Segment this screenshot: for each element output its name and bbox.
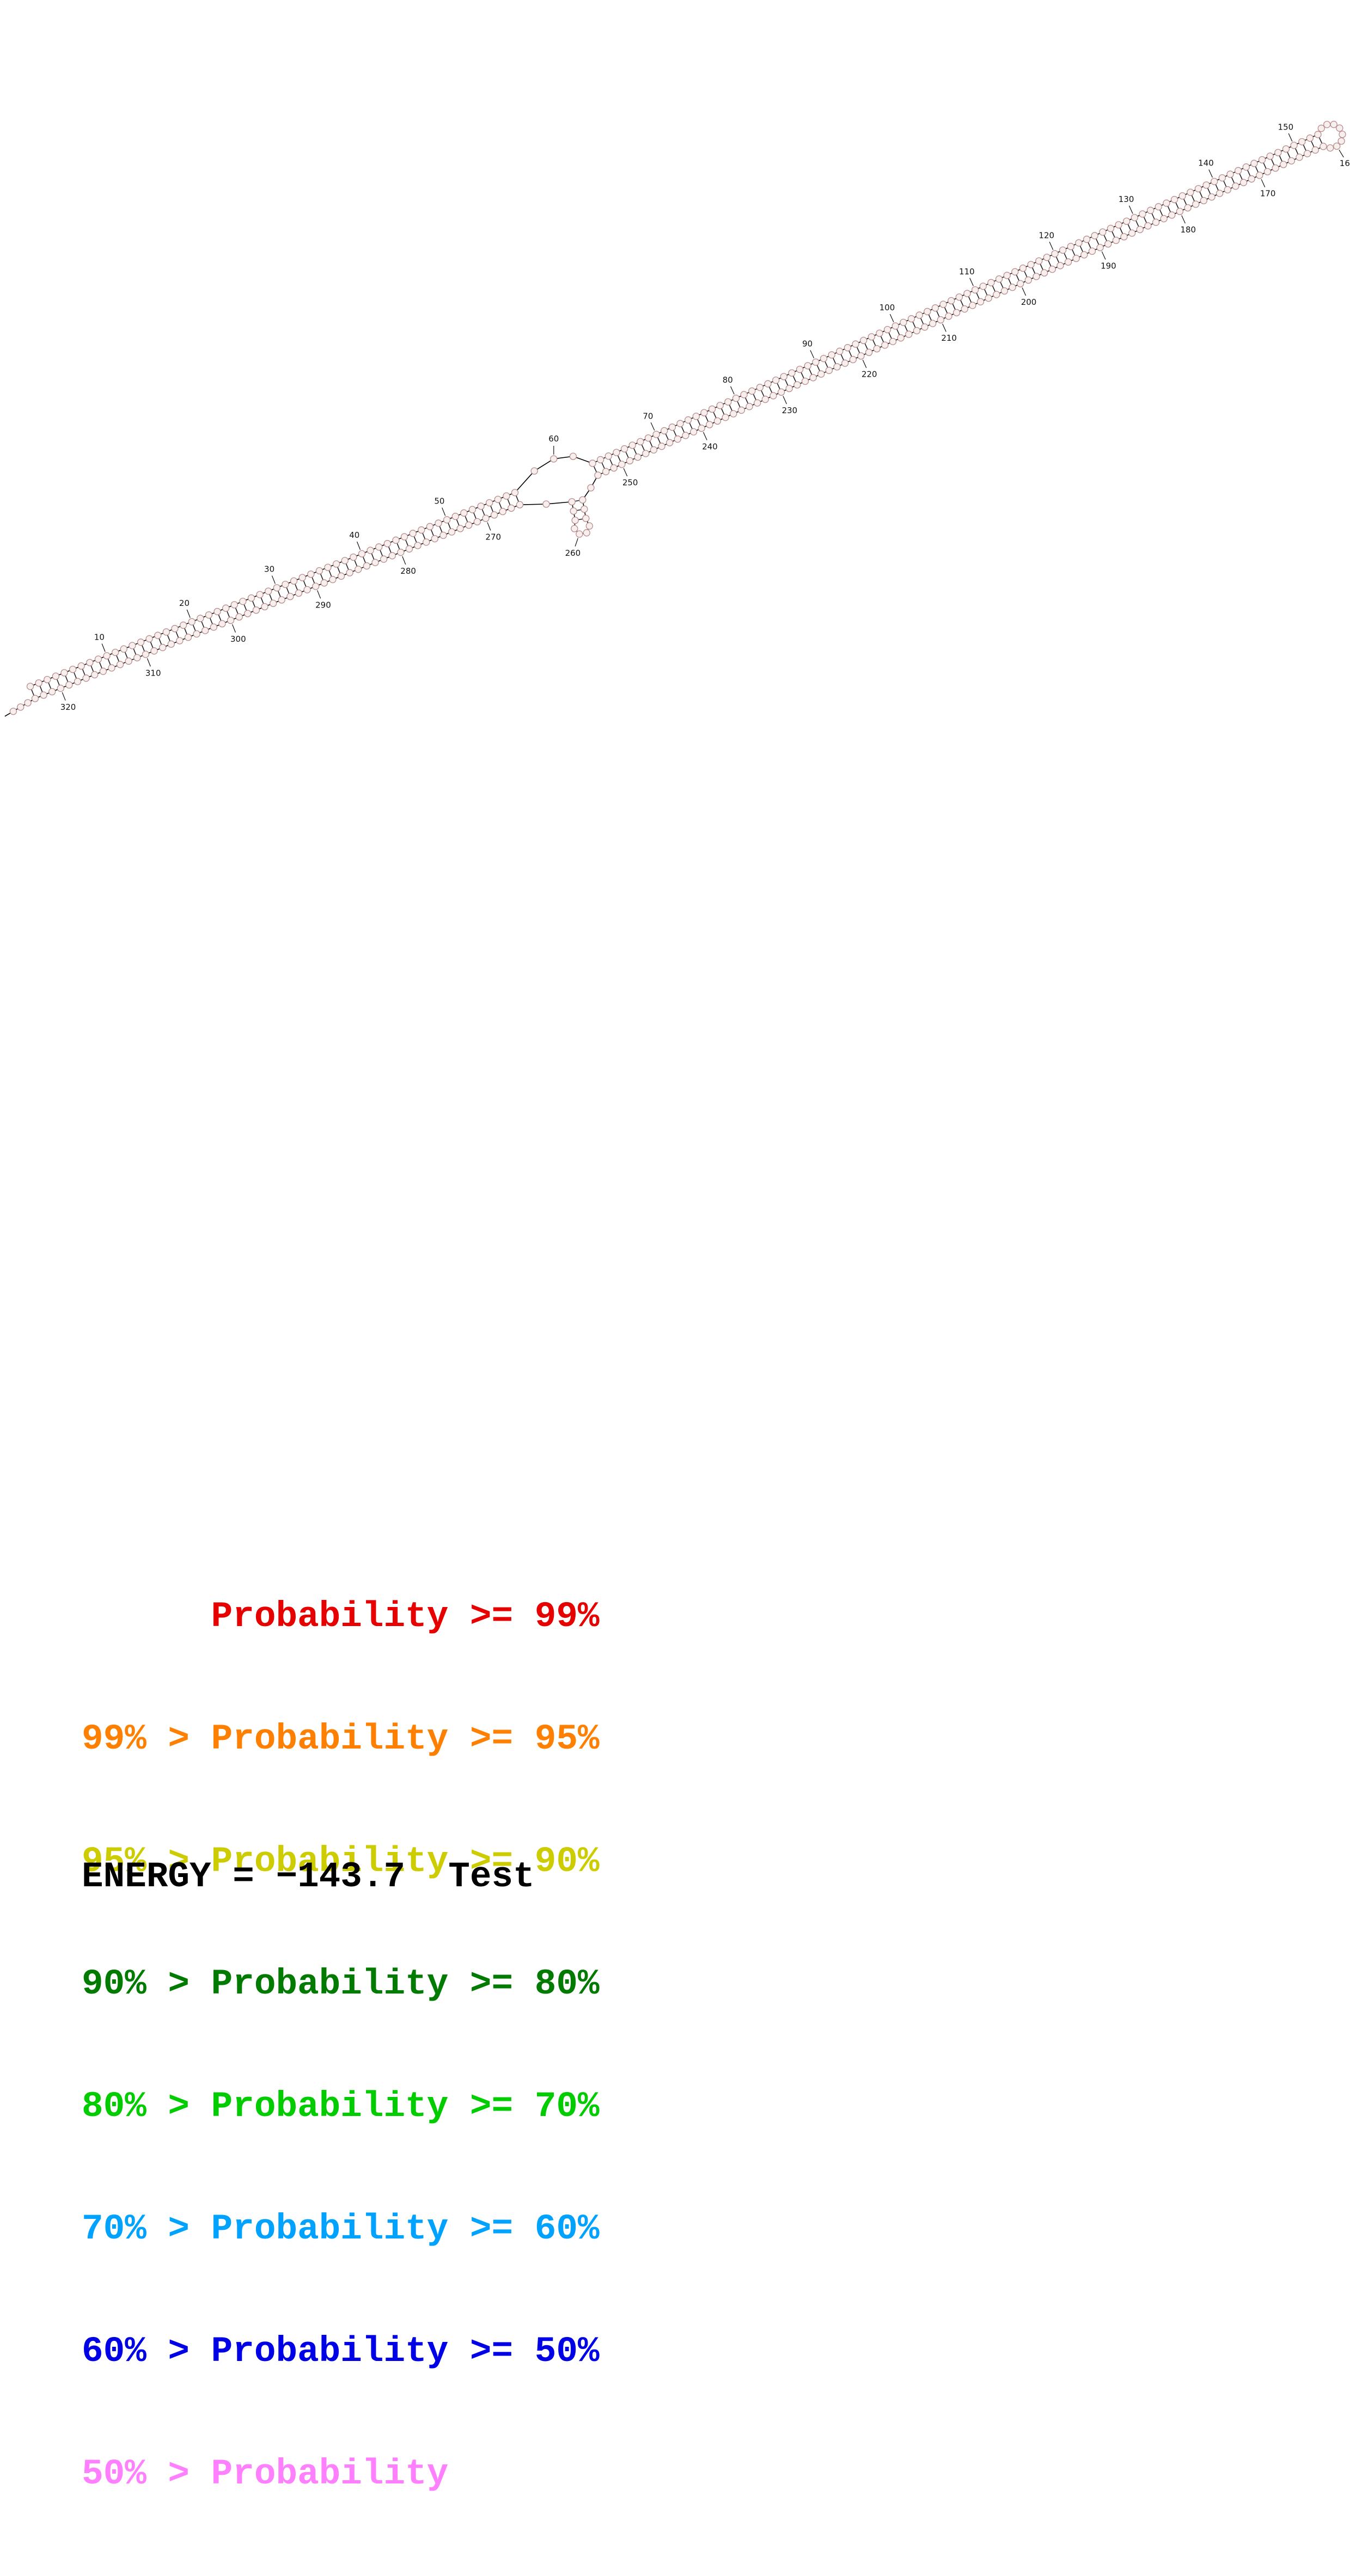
nucleotide-position-label: 120 bbox=[1039, 230, 1054, 240]
legend-line-7: 60% > Probability >= 50% bbox=[82, 2331, 600, 2372]
nucleotide-position-label: 300 bbox=[230, 634, 246, 644]
nucleotide-position-label: 290 bbox=[315, 600, 331, 610]
nucleotide-position-label: 260 bbox=[565, 548, 581, 558]
nucleotide-position-label: 250 bbox=[622, 478, 638, 488]
legend-line-5: 80% > Probability >= 70% bbox=[82, 2086, 600, 2127]
position-label-layer: 10 20 30 40 50 60 70 80 90 100 110 120 130 140 150 160 1… bbox=[60, 122, 1350, 712]
energy-label: ENERGY = −143.7 Test bbox=[82, 1856, 535, 1897]
nucleotide-position-label: 200 bbox=[1021, 297, 1037, 307]
legend-line-6: 70% > Probability >= 60% bbox=[82, 2209, 600, 2249]
nucleotide-position-label: 150 bbox=[1278, 122, 1294, 132]
nucleotide-position-label: 320 bbox=[60, 702, 76, 712]
nucleotide-position-label: 240 bbox=[702, 441, 718, 451]
nucleotide-position-label: 30 bbox=[264, 564, 274, 574]
page: 10 20 30 40 50 60 70 80 90 100 110 120 130 140 150 160 1… bbox=[0, 0, 1350, 1910]
nucleotide-position-label: 170 bbox=[1260, 189, 1276, 199]
nucleotide-position-label: 100 bbox=[879, 303, 895, 312]
nucleotide-position-label: 10 bbox=[94, 632, 105, 642]
nucleotide-position-label: 20 bbox=[179, 598, 190, 608]
legend-line-2: 99% > Probability >= 95% bbox=[82, 1719, 600, 1759]
nucleotide-position-label: 190 bbox=[1101, 261, 1116, 271]
nucleotide-position-label: 60 bbox=[548, 434, 559, 444]
nucleotide-position-label: 70 bbox=[643, 411, 653, 421]
nucleotide-position-label: 90 bbox=[802, 339, 813, 349]
legend-line-1: Probability >= 99% bbox=[82, 1596, 600, 1637]
nucleotide-position-label: 130 bbox=[1119, 194, 1134, 204]
nucleotide-position-label: 280 bbox=[400, 566, 416, 576]
nucleotide-position-label: 180 bbox=[1180, 225, 1196, 235]
nucleotide-position-label: 310 bbox=[145, 668, 161, 678]
nucleotide-position-label: 210 bbox=[941, 333, 957, 343]
nucleotide-position-label: 140 bbox=[1198, 158, 1214, 168]
nucleotide-position-label: 220 bbox=[862, 370, 877, 379]
nucleotide-layer bbox=[10, 121, 1346, 715]
legend-line-4: 90% > Probability >= 80% bbox=[82, 1964, 600, 2004]
nucleotide-position-label: 270 bbox=[485, 532, 501, 542]
nucleotide-position-label: 110 bbox=[959, 267, 975, 277]
nucleotide-position-label: 50 bbox=[434, 496, 444, 506]
nucleotide-position-label: 160 bbox=[1340, 158, 1350, 168]
probability-legend: Probability >= 99% 99% > Probability >= … bbox=[82, 1514, 600, 2576]
legend-line-8: 50% > Probability bbox=[82, 2454, 600, 2494]
nucleotide-position-label: 40 bbox=[349, 530, 359, 540]
nucleotide-position-label: 230 bbox=[782, 406, 798, 415]
nucleotide-position-label: 80 bbox=[723, 375, 733, 385]
